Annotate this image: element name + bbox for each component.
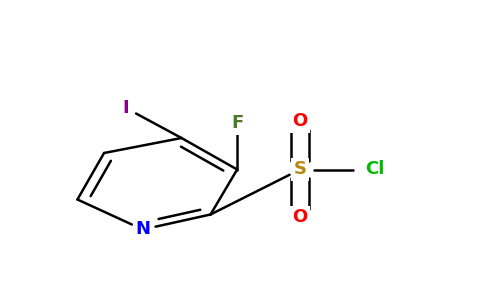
Text: O: O [292, 208, 308, 226]
Text: I: I [122, 99, 129, 117]
Text: N: N [136, 220, 150, 238]
Text: S: S [294, 160, 306, 178]
Text: F: F [231, 114, 243, 132]
Text: Cl: Cl [365, 160, 385, 178]
Text: O: O [292, 112, 308, 130]
